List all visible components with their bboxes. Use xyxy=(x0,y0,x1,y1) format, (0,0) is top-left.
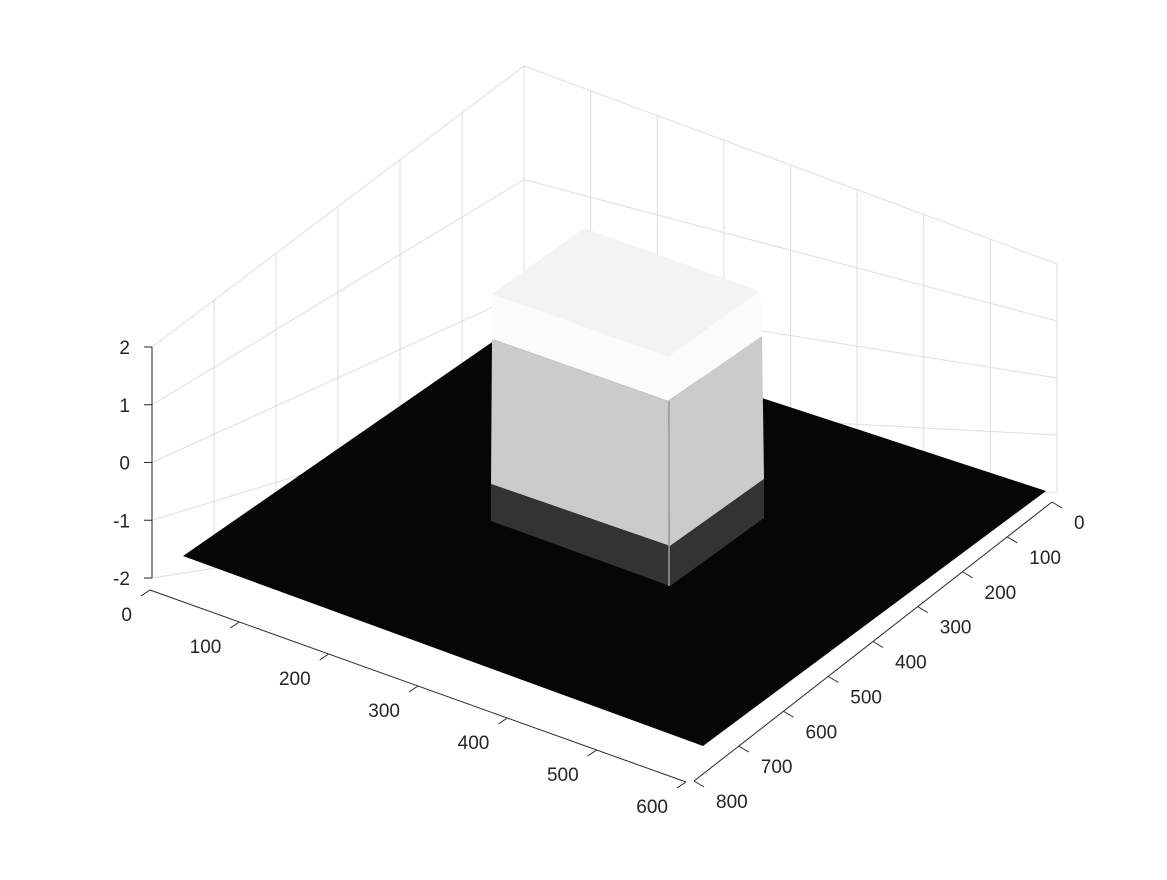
block-left-top-band xyxy=(492,294,668,401)
x-tick-mark-2 xyxy=(319,653,329,661)
z-tick-label-4: 2 xyxy=(119,338,130,359)
x-tick-mark-4 xyxy=(498,717,508,725)
x-tick-mark-5 xyxy=(587,749,597,757)
y-tick-label-2: 200 xyxy=(985,583,1017,604)
block-left-middle-band xyxy=(491,339,670,546)
block-top-face xyxy=(492,228,760,357)
tick-labels: -2 -1 0 1 2 0 100 200 300 400 500 600 0 100 200 300 400 5… xyxy=(113,338,1084,818)
block-left-bottom-band xyxy=(491,484,670,586)
z-tick-label-3: 1 xyxy=(119,396,130,417)
x-tick-label-3: 300 xyxy=(368,701,400,722)
x-tick-label-6: 600 xyxy=(636,797,668,818)
z-tick-label-0: -2 xyxy=(113,569,130,590)
x-tick-label-5: 500 xyxy=(547,765,579,786)
y-tick-mark-8 xyxy=(693,780,705,788)
y-tick-mark-0 xyxy=(1051,501,1063,509)
y-tick-label-7: 700 xyxy=(761,757,793,778)
y-tick-label-6: 600 xyxy=(806,722,838,743)
axis-layer xyxy=(140,346,1063,789)
block-right-top-band xyxy=(668,291,762,401)
y-tick-label-1: 100 xyxy=(1029,548,1061,569)
x-tick-label-4: 400 xyxy=(458,733,490,754)
y-tick-mark-1 xyxy=(1006,536,1018,544)
y-tick-mark-6 xyxy=(783,710,794,718)
y-tick-label-5: 500 xyxy=(850,687,882,708)
z-tick-label-2: 0 xyxy=(119,454,130,475)
x-tick-mark-3 xyxy=(408,685,419,693)
x-tick-mark-6 xyxy=(676,781,687,789)
y-tick-mark-5 xyxy=(827,675,839,683)
y-tick-label-3: 300 xyxy=(940,618,972,639)
z-tick-label-1: -1 xyxy=(113,511,130,532)
y-tick-label-4: 400 xyxy=(895,653,927,674)
x-tick-label-0: 0 xyxy=(121,605,132,626)
block-right-middle-band xyxy=(668,336,764,546)
y-tick-mark-7 xyxy=(738,745,750,753)
grid-line-z-3 xyxy=(151,178,1058,406)
y-tick-label-0: 0 xyxy=(1074,513,1085,534)
y-tick-mark-2 xyxy=(962,571,973,579)
y-tick-label-8: 800 xyxy=(716,792,748,813)
grid-line-z-4 xyxy=(151,65,1058,348)
block-right-bottom-band xyxy=(670,479,764,586)
x-tick-mark-0 xyxy=(140,589,151,597)
y-tick-mark-4 xyxy=(872,641,884,648)
x-tick-label-1: 100 xyxy=(190,637,222,658)
y-tick-mark-3 xyxy=(917,606,929,614)
x-tick-label-2: 200 xyxy=(279,669,311,690)
block-layer xyxy=(491,228,764,586)
x-tick-mark-1 xyxy=(230,621,240,629)
